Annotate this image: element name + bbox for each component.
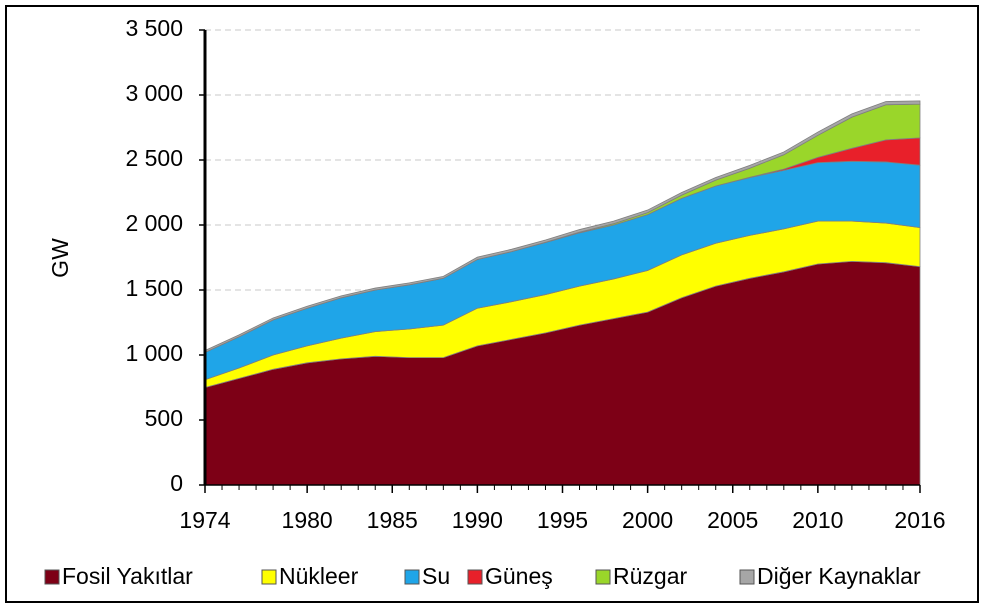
- legend-label: Rüzgar: [613, 563, 687, 589]
- x-tick-label: 1995: [537, 507, 588, 533]
- x-tick-label: 2016: [894, 507, 945, 533]
- x-tick-label: 2010: [792, 507, 843, 533]
- legend-swatch: [261, 569, 277, 585]
- legend-swatch: [467, 569, 483, 585]
- legend-swatch: [44, 569, 60, 585]
- y-tick-label: 2 000: [125, 210, 183, 236]
- y-axis-label: GW: [47, 238, 73, 278]
- x-tick-label: 1990: [452, 507, 503, 533]
- y-tick-label: 1 000: [125, 340, 183, 366]
- x-tick-label: 2005: [707, 507, 758, 533]
- legend-label: Diğer Kaynaklar: [757, 563, 921, 589]
- x-tick-label: 1980: [282, 507, 333, 533]
- y-tick-label: 1 500: [125, 275, 183, 301]
- y-tick-label: 2 500: [125, 145, 183, 171]
- y-tick-label: 3 500: [125, 15, 183, 41]
- x-tick-label: 1974: [179, 507, 230, 533]
- legend-swatch: [595, 569, 611, 585]
- legend-swatch: [404, 569, 420, 585]
- legend-label: Nükleer: [279, 563, 359, 589]
- y-tick-label: 500: [145, 405, 183, 431]
- x-tick-label: 2000: [622, 507, 673, 533]
- legend-label: Fosil Yakıtlar: [62, 563, 193, 589]
- x-tick-label: 1985: [367, 507, 418, 533]
- legend-swatch: [739, 569, 755, 585]
- legend-label: Su: [422, 563, 450, 589]
- legend-label: Güneş: [485, 563, 553, 589]
- y-tick-label: 0: [170, 470, 183, 496]
- area: [204, 100, 921, 354]
- y-tick-label: 3 000: [125, 80, 183, 106]
